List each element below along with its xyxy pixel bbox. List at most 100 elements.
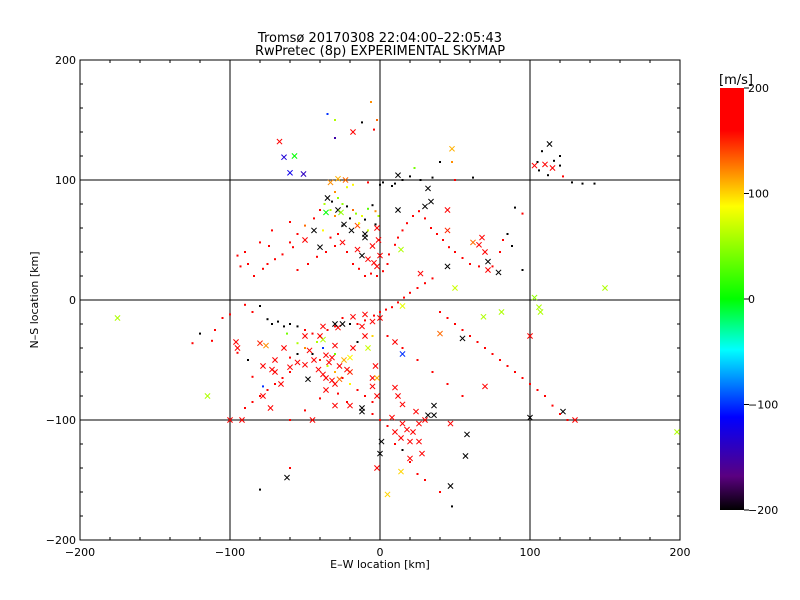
scatter-point-dot bbox=[541, 150, 543, 153]
scatter-point-x bbox=[410, 429, 416, 435]
scatter-point-dot bbox=[514, 206, 516, 209]
scatter-point-x bbox=[392, 429, 398, 435]
colorbar bbox=[720, 88, 744, 510]
scatter-point-x bbox=[291, 153, 298, 159]
scatter-point-dot bbox=[424, 479, 426, 481]
scatter-point-dot bbox=[418, 210, 420, 213]
scatter-point-dot bbox=[391, 306, 393, 309]
scatter-point-x bbox=[377, 450, 383, 457]
scatter-point-x bbox=[462, 453, 469, 459]
data-points bbox=[114, 101, 680, 508]
x-axis-label: E–W location [km] bbox=[330, 558, 430, 571]
scatter-point-dot bbox=[271, 229, 273, 232]
scatter-point-dot bbox=[446, 383, 449, 385]
scatter-point-dot bbox=[296, 233, 299, 235]
scatter-point-dot bbox=[562, 175, 564, 178]
scatter-point-x bbox=[476, 241, 482, 248]
scatter-point-dot bbox=[451, 505, 453, 508]
scatter-point-dot bbox=[377, 215, 380, 217]
scatter-point-x bbox=[482, 383, 488, 390]
colorbar-tick-label: −100 bbox=[748, 399, 778, 412]
scatter-point-x bbox=[369, 318, 376, 325]
scatter-point-x bbox=[362, 333, 368, 339]
x-tick-label: −100 bbox=[215, 546, 245, 559]
scatter-point-dot bbox=[536, 161, 539, 163]
scatter-point-dot bbox=[439, 491, 441, 493]
scatter-point-dot bbox=[346, 205, 348, 208]
scatter-point-dot bbox=[401, 179, 404, 181]
scatter-point-dot bbox=[367, 181, 369, 184]
scatter-point-x bbox=[495, 269, 502, 276]
scatter-point-dot bbox=[289, 371, 291, 373]
scatter-point-x bbox=[384, 491, 391, 498]
scatter-point-dot bbox=[334, 119, 336, 121]
scatter-point-x bbox=[315, 366, 322, 373]
scatter-point-x bbox=[239, 417, 245, 423]
scatter-point-dot bbox=[547, 174, 549, 177]
scatter-point-x bbox=[348, 227, 355, 234]
scatter-point-x bbox=[459, 335, 466, 342]
scatter-point-dot bbox=[559, 155, 561, 157]
scatter-point-x bbox=[447, 483, 454, 489]
scatter-point-x bbox=[374, 263, 380, 270]
scatter-point-x bbox=[542, 161, 548, 168]
scatter-point-dot bbox=[364, 395, 366, 397]
scatter-point-x bbox=[362, 234, 368, 241]
scatter-point-dot bbox=[322, 347, 324, 349]
scatter-point-x bbox=[327, 179, 334, 186]
scatter-point-x bbox=[485, 258, 491, 265]
scatter-point-dot bbox=[409, 291, 411, 294]
scatter-point-x bbox=[399, 351, 406, 357]
scatter-point-x bbox=[392, 339, 398, 345]
scatter-point-x bbox=[398, 246, 404, 253]
scatter-point-dot bbox=[484, 347, 486, 349]
scatter-point-x bbox=[335, 175, 341, 182]
scatter-point-x bbox=[323, 352, 329, 359]
scatter-point-x bbox=[323, 375, 329, 381]
scatter-point-x bbox=[464, 431, 470, 438]
scatter-point-x bbox=[407, 455, 413, 462]
scatter-point-x bbox=[425, 185, 431, 192]
scatter-point-x bbox=[572, 417, 578, 423]
scatter-point-dot bbox=[239, 265, 242, 268]
y-tick-label: 0 bbox=[69, 294, 76, 307]
scatter-point-dot bbox=[341, 224, 344, 227]
scatter-point-x bbox=[375, 237, 382, 243]
scatter-point-dot bbox=[322, 229, 324, 232]
scatter-point-dot bbox=[416, 359, 419, 361]
scatter-point-dot bbox=[289, 323, 291, 325]
scatter-point-dot bbox=[199, 332, 201, 335]
scatter-point-x bbox=[347, 369, 353, 375]
scatter-point-x bbox=[287, 364, 293, 371]
scatter-point-x bbox=[302, 333, 308, 339]
scatter-point-dot bbox=[259, 241, 261, 244]
scatter-point-dot bbox=[412, 215, 414, 217]
scatter-point-dot bbox=[454, 179, 456, 181]
grid-lines bbox=[80, 60, 680, 540]
scatter-point-dot bbox=[236, 254, 239, 257]
scatter-point-x bbox=[281, 154, 287, 161]
scatter-point-x bbox=[300, 171, 307, 177]
scatter-point-dot bbox=[214, 329, 216, 331]
y-tick-label: −200 bbox=[46, 534, 76, 547]
scatter-point-x bbox=[365, 256, 371, 263]
scatter-point-dot bbox=[388, 253, 390, 256]
scatter-point-dot bbox=[311, 332, 314, 335]
chart-subtitle: RwPretec (8p) EXPERIMENTAL SKYMAP bbox=[255, 44, 505, 59]
scatter-point-x bbox=[389, 414, 395, 421]
scatter-point-dot bbox=[394, 182, 396, 185]
scatter-point-dot bbox=[346, 186, 348, 189]
scatter-point-dot bbox=[191, 342, 194, 345]
scatter-point-x bbox=[537, 309, 544, 315]
scatter-point-x bbox=[369, 383, 376, 390]
scatter-point-x bbox=[272, 369, 278, 375]
scatter-point-x bbox=[257, 340, 263, 347]
scatter-point-x bbox=[485, 267, 491, 273]
scatter-point-dot bbox=[268, 245, 270, 247]
scatter-point-dot bbox=[346, 251, 348, 253]
scatter-point-x bbox=[374, 393, 380, 399]
scatter-point-dot bbox=[409, 461, 411, 463]
scatter-point-x bbox=[302, 361, 308, 368]
scatter-point-x bbox=[347, 354, 353, 361]
scatter-point-x bbox=[374, 375, 380, 381]
